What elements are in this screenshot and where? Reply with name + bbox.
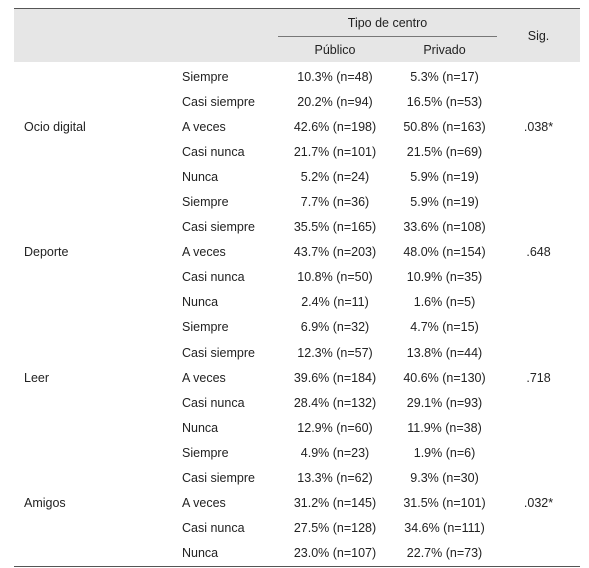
response-label: Casi siempre [182, 471, 255, 486]
publico-value: 10.8% (n=50) [297, 270, 373, 285]
table-header: Tipo de centro Sig. Público Privado [14, 8, 581, 62]
response-label: Casi siempre [182, 345, 255, 360]
publico-value: 10.3% (n=48) [297, 69, 373, 84]
publico-value: 31.2% (n=145) [293, 496, 377, 511]
privado-value: 5.9% (n=19) [410, 169, 479, 184]
privado-value: 5.9% (n=19) [410, 195, 479, 210]
category-label: Ocio digital [24, 119, 86, 134]
response-label: Casi nunca [182, 395, 245, 410]
publico-value: 43.7% (n=203) [293, 245, 377, 260]
publico-value: 28.4% (n=132) [293, 395, 377, 410]
response-label: Siempre [182, 69, 229, 84]
table-body: Ocio digital Siempre 10.3% (n=48) 5.3% (n=1… [14, 62, 581, 567]
table-row: Casi nunca 21.7% (n=101) 21.5% (n=69) [14, 139, 580, 164]
table-row: Casi siempre 35.5% (n=165) 33.6% (n=108) [14, 215, 580, 240]
privado-value: 5.3% (n=17) [410, 69, 479, 84]
table-row: Nunca 5.2% (n=24) 5.9% (n=19) [14, 164, 580, 189]
table-row: Casi nunca 27.5% (n=128) 34.6% (n=111) [14, 516, 580, 541]
publico-value: 21.7% (n=101) [293, 144, 377, 159]
response-label: Siempre [182, 195, 229, 210]
publico-value: 2.4% (n=11) [301, 295, 369, 310]
table-row: A veces 31.2% (n=145) 31.5% (n=101) [14, 491, 580, 516]
response-label: A veces [182, 119, 226, 134]
publico-value: 42.6% (n=198) [293, 119, 377, 134]
privado-value: 1.9% (n=6) [413, 445, 476, 460]
response-label: Nunca [182, 420, 219, 435]
response-label: Casi siempre [182, 220, 255, 235]
table-row: Casi nunca 28.4% (n=132) 29.1% (n=93) [14, 390, 580, 415]
category-label: Amigos [24, 496, 66, 511]
header-tipo-de-centro: Tipo de centro [278, 8, 498, 37]
response-label: Casi siempre [182, 94, 255, 109]
table-row: Leer Siempre 6.9% (n=32) 4.7% (n=15) .718 [14, 315, 580, 384]
privado-value: 13.8% (n=44) [406, 345, 483, 360]
privado-value: 21.5% (n=69) [406, 144, 483, 159]
response-label: A veces [182, 370, 226, 385]
publico-value: 23.0% (n=107) [293, 546, 377, 561]
privado-value: 9.3% (n=30) [410, 471, 479, 486]
privado-value: 34.6% (n=111) [404, 521, 485, 536]
header-publico: Público [278, 36, 392, 62]
privado-value: 10.9% (n=35) [406, 270, 483, 285]
privado-value: 31.5% (n=101) [403, 496, 486, 511]
sig-value: .718 [526, 370, 551, 385]
response-label: Nunca [182, 546, 219, 561]
sig-value: .038* [523, 119, 554, 134]
header-blank [14, 36, 176, 62]
privado-value: 48.0% (n=154) [403, 245, 486, 260]
sig-value: .032* [523, 496, 554, 511]
privado-value: 50.8% (n=163) [403, 119, 486, 134]
table-row: Deporte Siempre 7.7% (n=36) 5.9% (n=19) .648 [14, 189, 580, 259]
response-label: Casi nunca [182, 144, 245, 159]
table-row: Casi siempre 12.3% (n=57) 13.8% (n=44) [14, 340, 580, 365]
table-row: Casi siempre 20.2% (n=94) 16.5% (n=53) [14, 89, 580, 114]
response-label: Nunca [182, 169, 219, 184]
response-label: Casi nunca [182, 521, 245, 536]
publico-value: 12.9% (n=60) [297, 420, 373, 435]
category-label: Deporte [24, 245, 69, 260]
publico-value: 35.5% (n=165) [293, 220, 377, 235]
publico-value: 6.9% (n=32) [300, 320, 370, 335]
header-privado: Privado [392, 36, 498, 62]
privado-value: 22.7% (n=73) [406, 546, 483, 561]
response-label: Siempre [182, 445, 229, 460]
table-row: Nunca 2.4% (n=11) 1.6% (n=5) [14, 290, 580, 315]
table-row: Nunca 23.0% (n=107) 22.7% (n=73) [14, 541, 580, 567]
privado-value: 16.5% (n=53) [406, 94, 483, 109]
privado-value: 33.6% (n=108) [403, 220, 486, 235]
privado-value: 11.9% (n=38) [407, 420, 482, 435]
privado-value: 40.6% (n=130) [403, 370, 486, 385]
privado-value: 4.7% (n=15) [410, 320, 479, 335]
response-label: A veces [182, 496, 226, 511]
header-blank [14, 8, 176, 37]
publico-value: 12.3% (n=57) [297, 345, 373, 360]
table-row: A veces 43.7% (n=203) 48.0% (n=154) [14, 240, 580, 265]
table-row: Casi siempre 13.3% (n=62) 9.3% (n=30) [14, 466, 580, 491]
publico-value: 5.2% (n=24) [300, 169, 370, 184]
table-row: Casi nunca 10.8% (n=50) 10.9% (n=35) [14, 265, 580, 290]
publico-value: 27.5% (n=128) [293, 521, 377, 536]
table-row: Ocio digital Siempre 10.3% (n=48) 5.3% (n=1… [14, 62, 580, 134]
privado-value: 29.1% (n=93) [406, 395, 483, 410]
response-label: Casi nunca [182, 270, 245, 285]
response-label: Siempre [182, 320, 229, 335]
sig-value: .648 [526, 245, 551, 260]
publico-value: 39.6% (n=184) [293, 370, 377, 385]
publico-value: 13.3% (n=62) [297, 471, 373, 486]
publico-value: 7.7% (n=36) [300, 195, 370, 210]
publico-value: 20.2% (n=94) [297, 94, 373, 109]
header-blank [176, 36, 278, 62]
results-table: Tipo de centro Sig. Público Privado Ocio… [14, 8, 581, 567]
header-blank [176, 8, 278, 37]
category-label: Leer [24, 370, 50, 385]
privado-value: 1.6% (n=5) [413, 295, 476, 310]
table-row: A veces 42.6% (n=198) 50.8% (n=163) [14, 114, 580, 139]
response-label: Nunca [182, 295, 219, 310]
header-sig: Sig. [497, 8, 581, 62]
table-row: Amigos Siempre 4.9% (n=23) 1.9% (n=6) .032* [14, 440, 580, 510]
response-label: A veces [182, 245, 226, 260]
table-row: Nunca 12.9% (n=60) 11.9% (n=38) [14, 415, 580, 440]
table-row: A veces 39.6% (n=184) 40.6% (n=130) [14, 365, 580, 390]
publico-value: 4.9% (n=23) [300, 445, 370, 460]
